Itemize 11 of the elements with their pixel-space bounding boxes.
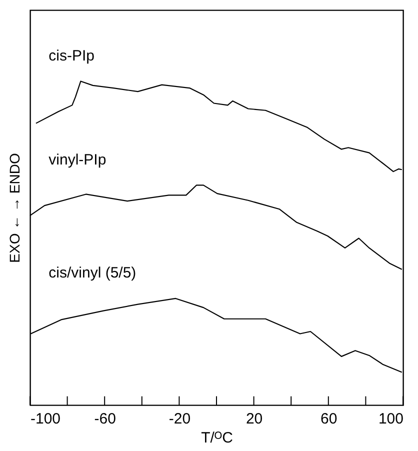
x-tick-label: -20 xyxy=(168,410,191,428)
x-tick-label: -60 xyxy=(94,410,116,428)
series-label: vinyl-PIp xyxy=(48,151,106,168)
x-tick-label: 60 xyxy=(320,410,338,428)
x-tick-label: 100 xyxy=(378,410,404,428)
series-label: cis-PIp xyxy=(48,47,94,64)
x-tick-label: 20 xyxy=(246,410,263,428)
series-label: cis/vinyl (5/5) xyxy=(48,264,136,282)
x-tick-label: -100 xyxy=(30,410,61,428)
y-axis-title: EXO ← → ENDO xyxy=(6,153,22,263)
x-axis-title: T/ᴼC xyxy=(201,430,234,446)
